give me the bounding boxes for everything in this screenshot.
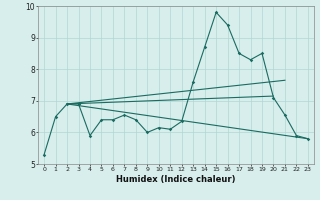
X-axis label: Humidex (Indice chaleur): Humidex (Indice chaleur) <box>116 175 236 184</box>
